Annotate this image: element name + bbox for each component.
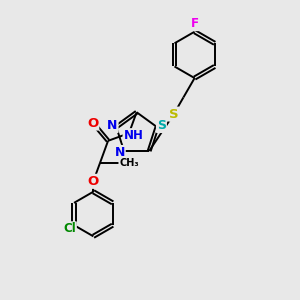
Text: F: F — [190, 17, 199, 30]
Text: S: S — [169, 108, 178, 121]
Text: S: S — [157, 119, 166, 132]
Text: O: O — [87, 117, 98, 130]
Text: O: O — [88, 175, 99, 188]
Text: NH: NH — [124, 129, 143, 142]
Text: N: N — [107, 119, 118, 132]
Text: Cl: Cl — [63, 222, 76, 235]
Text: N: N — [114, 146, 125, 159]
Text: CH₃: CH₃ — [119, 158, 139, 168]
